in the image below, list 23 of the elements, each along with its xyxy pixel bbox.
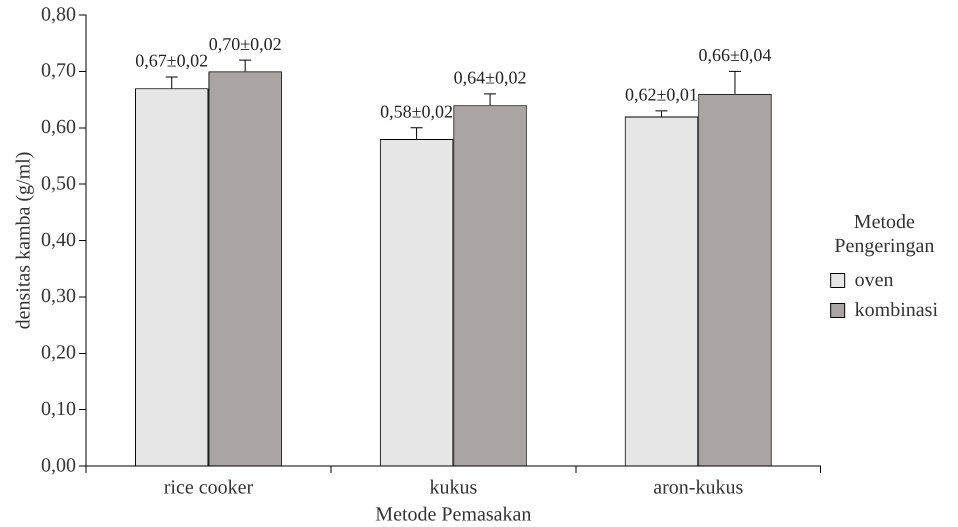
legend-title: Metode Pengeringan bbox=[834, 210, 934, 257]
x-tick-label: aron-kukus bbox=[653, 476, 744, 498]
data-label: 0,58±0,02 bbox=[380, 101, 454, 122]
data-label: 0,67±0,02 bbox=[135, 50, 208, 71]
x-tick-label: kukus bbox=[429, 476, 478, 498]
data-label: 0,62±0,01 bbox=[625, 84, 698, 105]
legend-label: oven bbox=[854, 268, 894, 291]
y-tick-label: 0,80 bbox=[41, 3, 76, 26]
y-tick-label: 0,00 bbox=[41, 454, 76, 476]
y-axis-title: densitas kamba (g/ml) bbox=[12, 152, 34, 330]
x-tick-label: rice cooker bbox=[164, 476, 254, 498]
y-tick-label: 0,20 bbox=[41, 342, 76, 364]
x-axis-title: Metode Pemasakan bbox=[375, 503, 532, 526]
y-tick-label: 0,30 bbox=[41, 285, 76, 308]
legend-label: kombinasi bbox=[854, 298, 938, 321]
y-tick-label: 0,40 bbox=[41, 228, 76, 251]
y-tick-label: 0,70 bbox=[41, 60, 76, 82]
data-label: 0,66±0,04 bbox=[698, 45, 772, 66]
y-tick-label: 0,50 bbox=[41, 172, 76, 194]
data-label: 0,70±0,02 bbox=[208, 34, 282, 54]
data-label: 0,64±0,02 bbox=[454, 68, 527, 88]
y-tick-label: 0,10 bbox=[41, 398, 76, 420]
y-tick-label: 0,60 bbox=[41, 116, 76, 138]
